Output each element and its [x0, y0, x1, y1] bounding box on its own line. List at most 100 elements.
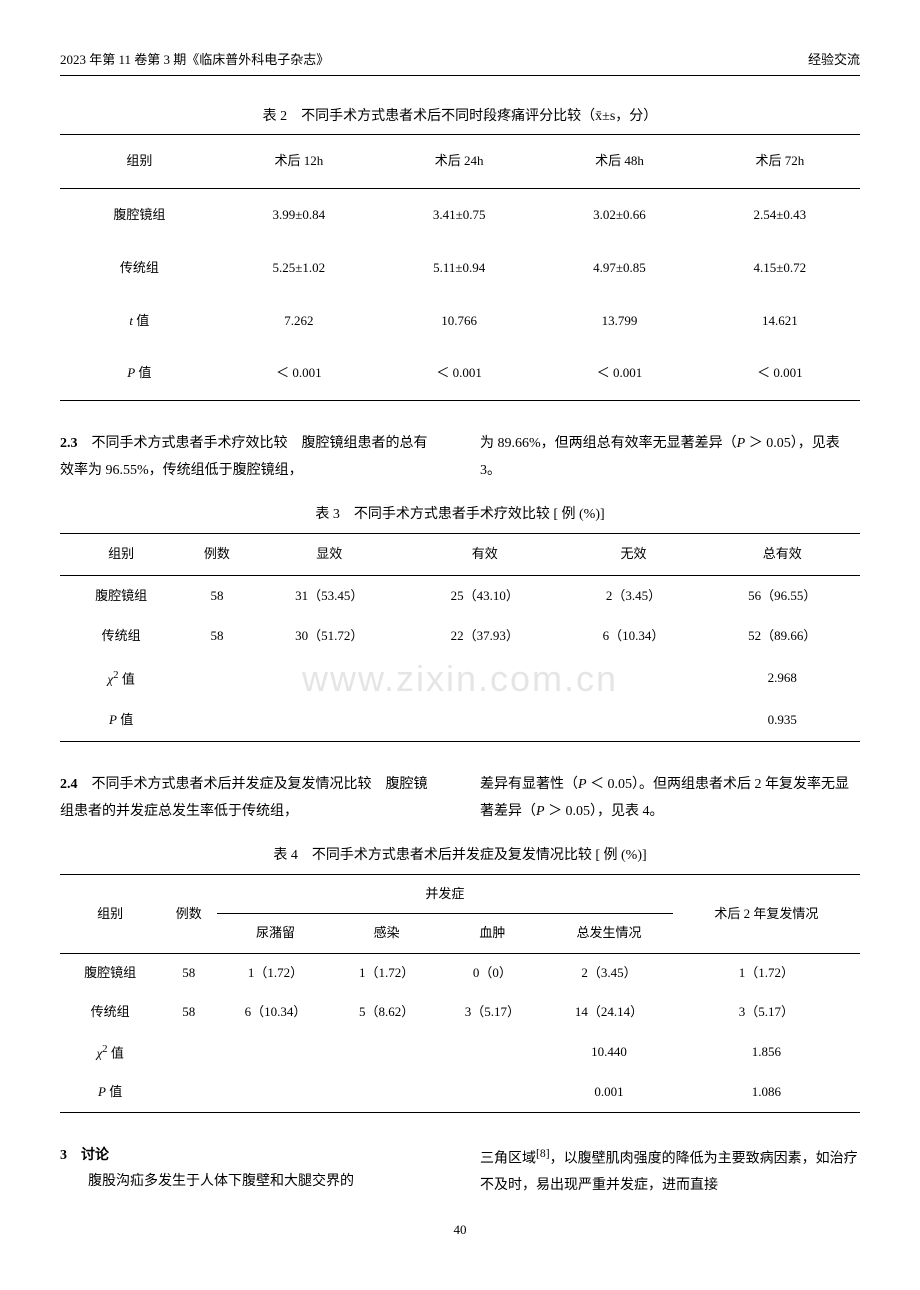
cell: 56（96.55）: [705, 575, 860, 616]
col-header: 感染: [334, 914, 440, 954]
cell: 传统组: [60, 616, 182, 657]
cell: [334, 1073, 440, 1112]
cell: t 值: [60, 295, 219, 348]
cell: P 值: [60, 347, 219, 400]
cell: 58: [160, 993, 217, 1032]
col-header: 尿潴留: [217, 914, 334, 954]
cell: ＜ 0.001: [539, 347, 699, 400]
col-header: 显效: [252, 533, 407, 575]
cell: 30（51.72）: [252, 616, 407, 657]
col-header: 术后 2 年复发情况: [673, 874, 860, 954]
cell: 6（10.34）: [562, 616, 704, 657]
cell: 3（5.17）: [673, 993, 860, 1032]
cell: 52（89.66）: [705, 616, 860, 657]
table-header-row-1: 组别 例数 并发症 术后 2 年复发情况: [60, 874, 860, 914]
table3: 组别 例数 显效 有效 无效 总有效 腹腔镜组 58 31（53.45） 25（…: [60, 533, 860, 742]
col-header-group: 并发症: [217, 874, 673, 914]
cell: [407, 700, 562, 741]
table-row: t 值 7.262 10.766 13.799 14.621: [60, 295, 860, 348]
cell: 3.41±0.75: [379, 188, 539, 241]
cell: [334, 1032, 440, 1073]
col-header: 例数: [182, 533, 251, 575]
paragraph-left: 2.3 不同手术方式患者手术疗效比较 腹腔镜组患者的总有效率为 96.55%，传…: [60, 431, 440, 484]
table4: 组别 例数 并发症 术后 2 年复发情况 尿潴留 感染 血肿 总发生情况 腹腔镜…: [60, 874, 860, 1113]
section-2-4: 2.4 不同手术方式患者术后并发症及复发情况比较 腹腔镜组患者的并发症总发生率低…: [60, 772, 860, 825]
table-row: 传统组 58 6（10.34） 5（8.62） 3（5.17） 14（24.14…: [60, 993, 860, 1032]
cell: 2（3.45）: [545, 954, 672, 993]
col-header: 总发生情况: [545, 914, 672, 954]
paragraph-right: 为 89.66%，但两组总有效率无显著差异（P ＞ 0.05），见表 3。: [480, 431, 860, 484]
cell: 腹腔镜组: [60, 575, 182, 616]
cell: 22（37.93）: [407, 616, 562, 657]
cell: 3（5.17）: [440, 993, 546, 1032]
table3-caption: 表 3 不同手术方式患者手术疗效比较 [ 例 (%)]: [60, 504, 860, 526]
section-3: 3 讨论 腹股沟疝多发生于人体下腹壁和大腿交界的 三角区域[8]，以腹壁肌肉强度…: [60, 1143, 860, 1200]
cell: [160, 1032, 217, 1073]
cell: P 值: [60, 1073, 160, 1112]
cell: 2.54±0.43: [700, 188, 860, 241]
cell: 传统组: [60, 993, 160, 1032]
table-row: P 值 0.001 1.086: [60, 1073, 860, 1112]
section-2-3: 2.3 不同手术方式患者手术疗效比较 腹腔镜组患者的总有效率为 96.55%，传…: [60, 431, 860, 484]
cell: 1.856: [673, 1032, 860, 1073]
cell: χ2 值: [60, 1032, 160, 1073]
cell: [562, 700, 704, 741]
cell: [440, 1073, 546, 1112]
page-header: 2023 年第 11 卷第 3 期《临床普外科电子杂志》 经验交流: [60, 50, 860, 76]
table-row: P 值 0.935: [60, 700, 860, 741]
table-row: 传统组 5.25±1.02 5.11±0.94 4.97±0.85 4.15±0…: [60, 242, 860, 295]
cell: 腹腔镜组: [60, 954, 160, 993]
cell: 6（10.34）: [217, 993, 334, 1032]
cell: 10.440: [545, 1032, 672, 1073]
col-header: 术后 24h: [379, 135, 539, 189]
cell: 25（43.10）: [407, 575, 562, 616]
table4-caption: 表 4 不同手术方式患者术后并发症及复发情况比较 [ 例 (%)]: [60, 845, 860, 867]
cell: [407, 657, 562, 700]
cell: 3.99±0.84: [219, 188, 379, 241]
cell: 1.086: [673, 1073, 860, 1112]
cell: 31（53.45）: [252, 575, 407, 616]
cell: 传统组: [60, 242, 219, 295]
cell: 4.97±0.85: [539, 242, 699, 295]
cell: 13.799: [539, 295, 699, 348]
col-header: 总有效: [705, 533, 860, 575]
cell: 1（1.72）: [673, 954, 860, 993]
table2-caption: 表 2 不同手术方式患者术后不同时段疼痛评分比较（x̄±s，分）: [60, 106, 860, 128]
cell: 5.25±1.02: [219, 242, 379, 295]
cell: [160, 1073, 217, 1112]
table-row: 腹腔镜组 58 1（1.72） 1（1.72） 0（0） 2（3.45） 1（1…: [60, 954, 860, 993]
cell: χ2 值: [60, 657, 182, 700]
col-header: 有效: [407, 533, 562, 575]
cell: 2.968: [705, 657, 860, 700]
col-header: 组别: [60, 874, 160, 954]
page-number: 40: [60, 1220, 860, 1241]
col-header: 例数: [160, 874, 217, 954]
cell: 5（8.62）: [334, 993, 440, 1032]
cell: 14（24.14）: [545, 993, 672, 1032]
table-row: 腹腔镜组 3.99±0.84 3.41±0.75 3.02±0.66 2.54±…: [60, 188, 860, 241]
cell: [562, 657, 704, 700]
paragraph-right: 三角区域[8]，以腹壁肌肉强度的降低为主要致病因素，如治疗不及时，易出现严重并发…: [480, 1143, 860, 1200]
col-header: 组别: [60, 135, 219, 189]
col-header: 无效: [562, 533, 704, 575]
cell: 58: [182, 616, 251, 657]
cell: 10.766: [379, 295, 539, 348]
table2: 组别 术后 12h 术后 24h 术后 48h 术后 72h 腹腔镜组 3.99…: [60, 134, 860, 401]
cell: 1（1.72）: [334, 954, 440, 993]
header-left: 2023 年第 11 卷第 3 期《临床普外科电子杂志》: [60, 50, 329, 71]
cell: ＜ 0.001: [219, 347, 379, 400]
cell: 0（0）: [440, 954, 546, 993]
cell: 7.262: [219, 295, 379, 348]
cell: 腹腔镜组: [60, 188, 219, 241]
paragraph-left: 3 讨论 腹股沟疝多发生于人体下腹壁和大腿交界的: [60, 1143, 440, 1200]
col-header: 血肿: [440, 914, 546, 954]
paragraph-left: 2.4 不同手术方式患者术后并发症及复发情况比较 腹腔镜组患者的并发症总发生率低…: [60, 772, 440, 825]
paragraph-right: 差异有显著性（P ＜ 0.05）。但两组患者术后 2 年复发率无显著差异（P ＞…: [480, 772, 860, 825]
cell: 14.621: [700, 295, 860, 348]
table-row: P 值 ＜ 0.001 ＜ 0.001 ＜ 0.001 ＜ 0.001: [60, 347, 860, 400]
cell: [182, 657, 251, 700]
cell: 5.11±0.94: [379, 242, 539, 295]
col-header: 术后 72h: [700, 135, 860, 189]
cell: 0.001: [545, 1073, 672, 1112]
header-right: 经验交流: [808, 50, 860, 71]
